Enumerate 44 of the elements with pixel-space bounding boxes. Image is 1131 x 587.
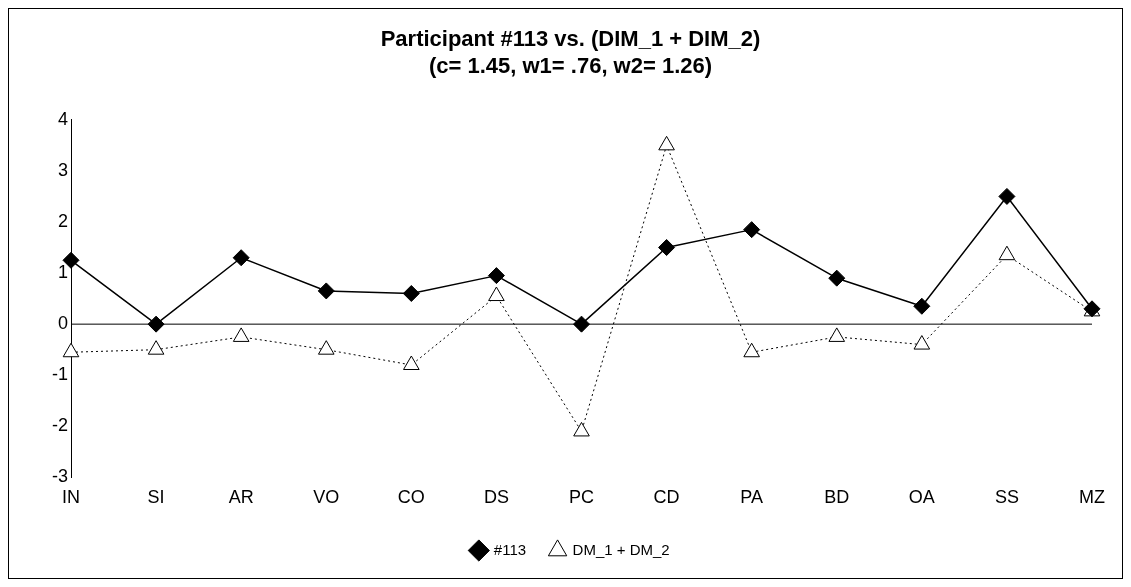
x-tick-label: AR [228, 487, 254, 508]
point [658, 239, 676, 257]
point [402, 284, 420, 302]
point [488, 286, 505, 302]
y-tick-label: 1 [57, 262, 68, 283]
text: (c= 1.45, w1= .76, w2= 1.26) [428, 52, 713, 78]
point [232, 327, 250, 342]
x-tick-label: CO [397, 487, 425, 508]
x-tick-label: OA [908, 487, 935, 508]
x-tick-label: SS [994, 487, 1019, 508]
y-tick-label: -2 [51, 415, 68, 436]
x-tick-label: BD [824, 487, 850, 508]
point [743, 342, 760, 358]
y-tick-label: 2 [57, 210, 68, 231]
point [913, 335, 931, 350]
point [573, 421, 590, 437]
point [403, 355, 420, 371]
point [232, 249, 250, 267]
point [487, 267, 505, 285]
point [828, 269, 846, 287]
point [743, 221, 761, 239]
text: Participant #113 vs. (DIM_1 + DIM_2) [380, 26, 761, 52]
point [317, 340, 335, 355]
x-tick-label: CD [653, 487, 680, 508]
x-tick-label: SI [147, 487, 165, 508]
x-tick-label: PA [740, 487, 764, 508]
x-tick-label: MZ [1079, 487, 1105, 508]
point [62, 342, 80, 358]
point [913, 297, 931, 315]
point [828, 327, 846, 342]
legend-label: DM_1 + DM_2 [572, 540, 670, 558]
point [317, 282, 335, 300]
legend-label: #113 [493, 540, 527, 558]
x-tick-label: IN [62, 487, 80, 508]
y-tick-label: -3 [51, 466, 68, 487]
point [147, 340, 165, 355]
y-tick-label: -1 [51, 364, 68, 385]
y-tick-label: 0 [57, 313, 68, 334]
point [998, 187, 1016, 205]
x-tick-label: PC [568, 487, 595, 508]
y-tick-label: 4 [57, 108, 68, 129]
x-tick-label: DS [483, 487, 509, 508]
y-tick-label: 3 [57, 159, 68, 180]
x-tick-label: VO [313, 487, 340, 508]
